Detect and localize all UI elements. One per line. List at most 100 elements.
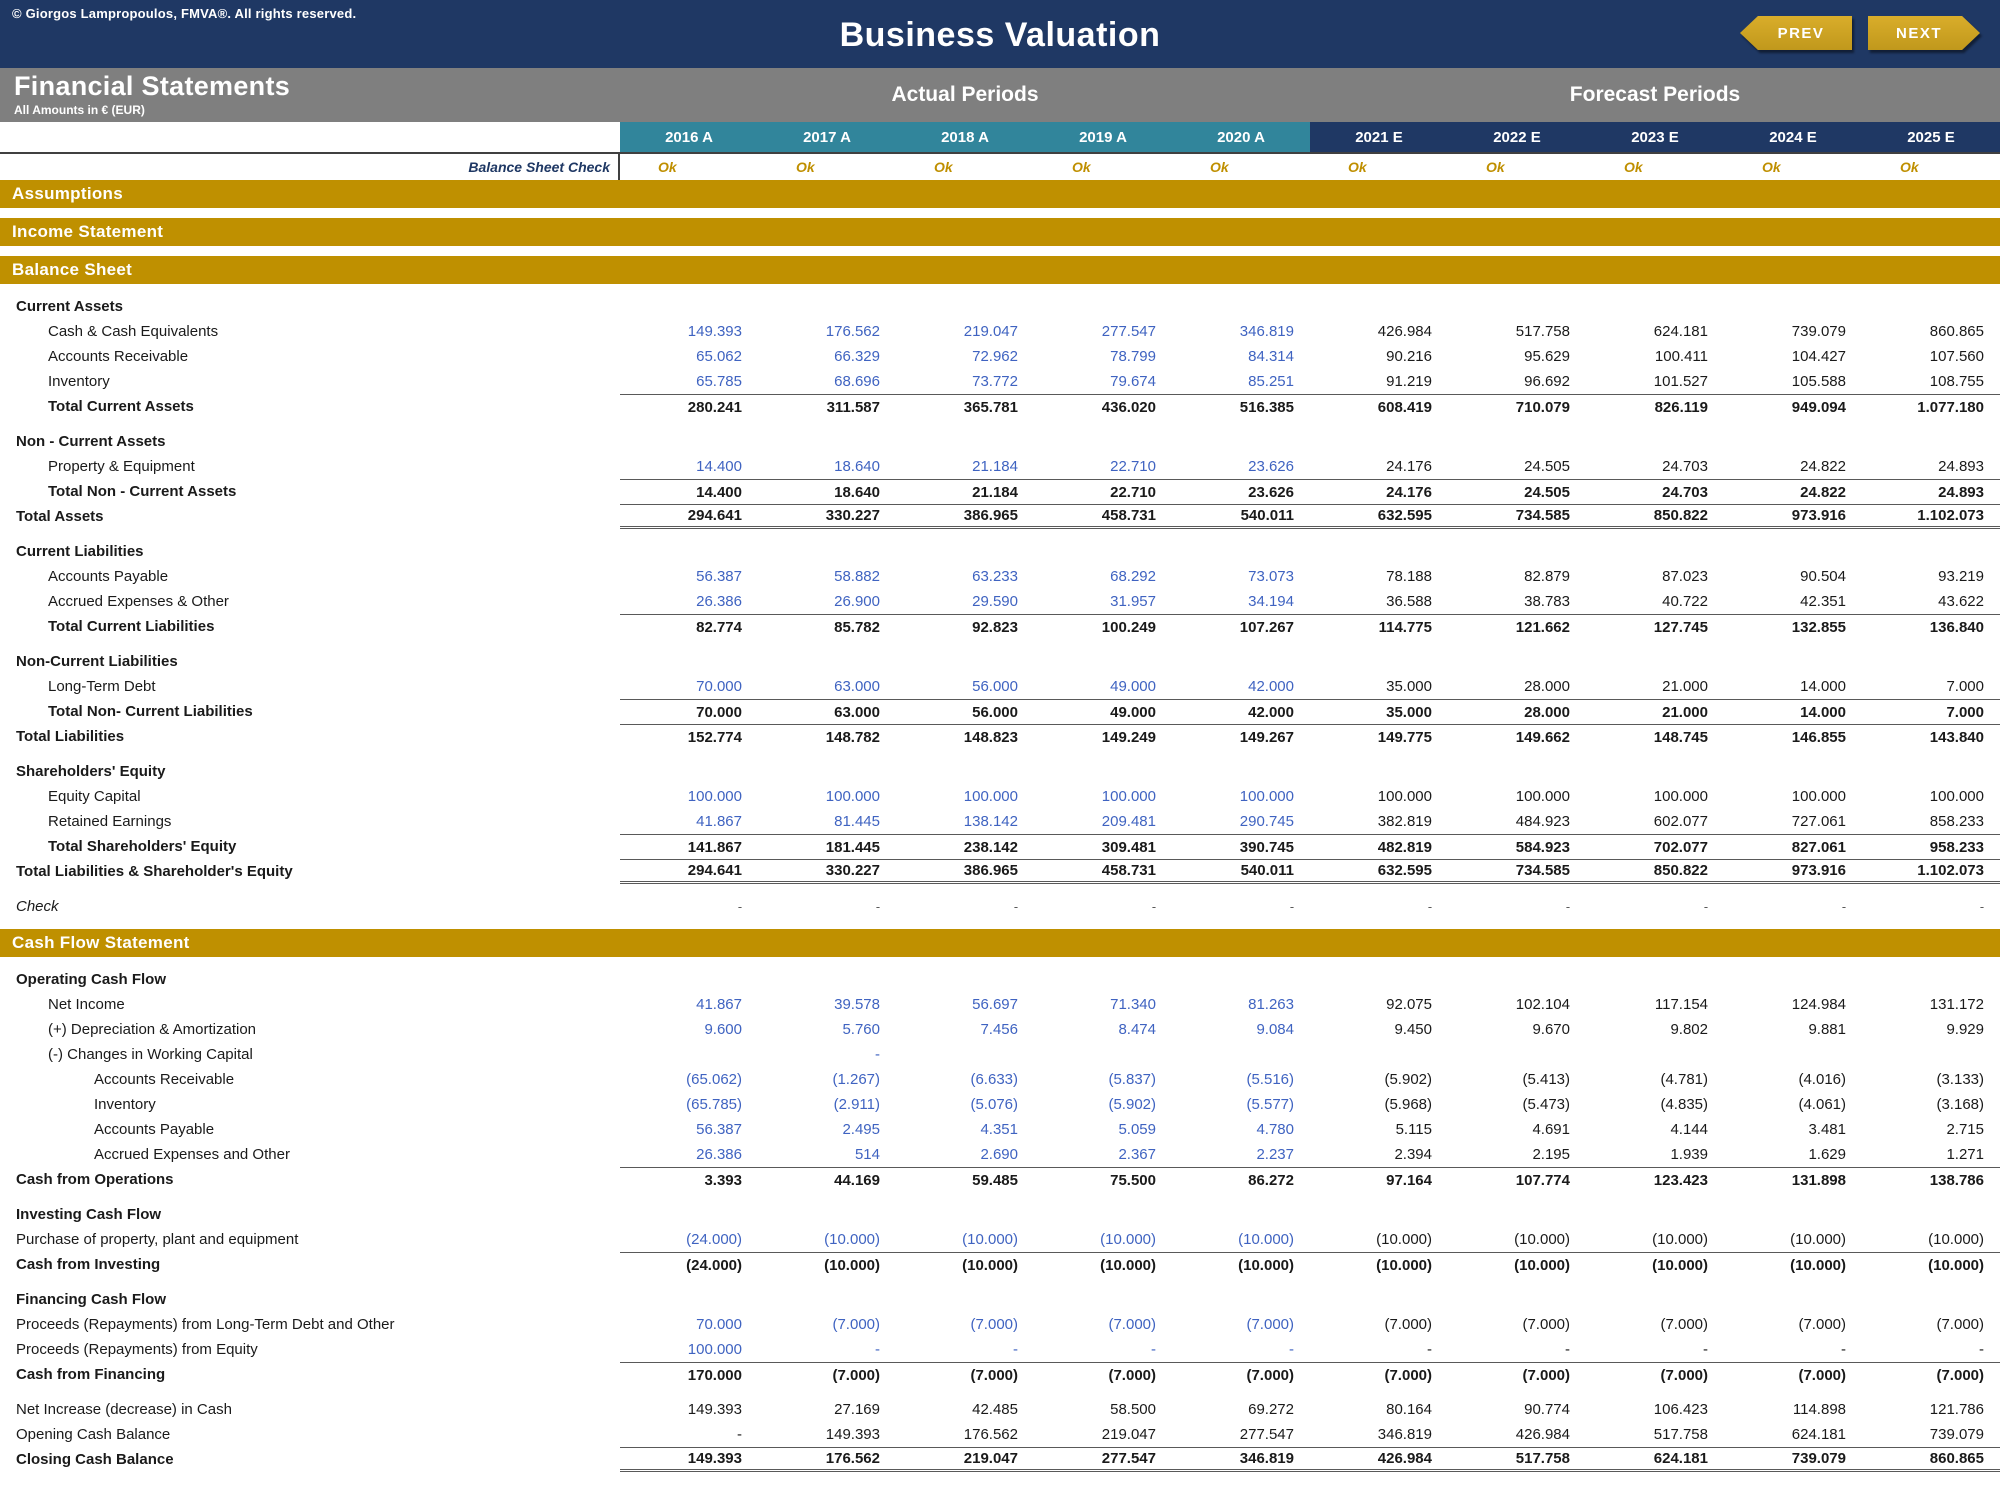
value-cell[interactable] xyxy=(1724,759,1862,784)
value-cell[interactable]: 23.626 xyxy=(1248,458,1294,475)
value-cell[interactable]: 56.387 xyxy=(696,1121,742,1138)
column-header-2025-e[interactable]: 2025 E xyxy=(1862,122,2000,152)
value-cell[interactable] xyxy=(1862,539,2000,564)
value-cell[interactable]: 95.629 xyxy=(1524,348,1570,365)
value-cell[interactable]: 426.984 xyxy=(1377,1450,1432,1467)
row-label-property-equipment[interactable]: Property & Equipment xyxy=(48,458,195,475)
row-label-equity-capital[interactable]: Equity Capital xyxy=(48,788,141,805)
value-cell[interactable]: 24.703 xyxy=(1662,458,1708,475)
value-cell[interactable]: 176.562 xyxy=(825,323,880,340)
value-cell[interactable]: (10.000) xyxy=(1100,1256,1156,1274)
value-cell[interactable] xyxy=(1586,649,1724,674)
value-cell[interactable] xyxy=(1172,967,1310,992)
value-cell[interactable]: 1.102.073 xyxy=(1917,862,1984,879)
value-cell[interactable] xyxy=(896,539,1034,564)
value-cell[interactable]: 105.588 xyxy=(1791,373,1846,390)
column-header-2018-a[interactable]: 2018 A xyxy=(896,122,1034,152)
value-cell[interactable]: 517.758 xyxy=(1515,323,1570,340)
value-cell[interactable]: 146.855 xyxy=(1791,728,1846,746)
value-cell[interactable]: (7.000) xyxy=(1936,1366,1984,1384)
value-cell[interactable]: 386.965 xyxy=(963,862,1018,879)
value-cell[interactable] xyxy=(1448,1287,1586,1312)
value-cell[interactable]: 3.393 xyxy=(704,1171,742,1189)
value-cell[interactable]: 68.292 xyxy=(1110,568,1156,585)
value-cell[interactable]: 26.386 xyxy=(696,593,742,610)
value-cell[interactable]: - xyxy=(1565,899,1570,914)
value-cell[interactable] xyxy=(758,1287,896,1312)
value-cell[interactable]: 56.000 xyxy=(972,678,1018,695)
value-cell[interactable]: 2.715 xyxy=(1946,1121,1984,1138)
value-cell[interactable] xyxy=(1034,429,1172,454)
value-cell[interactable]: (10.000) xyxy=(962,1231,1018,1248)
value-cell[interactable]: 18.640 xyxy=(834,458,880,475)
value-cell[interactable]: 42.000 xyxy=(1248,703,1294,721)
value-cell[interactable]: 209.481 xyxy=(1101,813,1156,830)
value-cell[interactable]: 149.393 xyxy=(687,1401,742,1418)
value-cell[interactable]: 8.474 xyxy=(1118,1021,1156,1038)
value-cell[interactable]: (7.000) xyxy=(832,1366,880,1384)
value-cell[interactable]: 9.450 xyxy=(1394,1021,1432,1038)
value-cell[interactable]: 850.822 xyxy=(1653,507,1708,524)
row-label-opening-cash-balance[interactable]: Opening Cash Balance xyxy=(16,1426,171,1443)
row-label-accrued-expenses-other[interactable]: Accrued Expenses & Other xyxy=(48,593,229,610)
row-label-total-non-current-assets[interactable]: Total Non - Current Assets xyxy=(48,483,237,500)
value-cell[interactable]: 734.585 xyxy=(1515,507,1570,524)
value-cell[interactable]: 100.000 xyxy=(1791,788,1846,805)
value-cell[interactable] xyxy=(1172,759,1310,784)
value-cell[interactable]: 14.400 xyxy=(696,483,742,501)
value-cell[interactable] xyxy=(1310,1202,1448,1227)
value-cell[interactable]: 386.965 xyxy=(963,507,1018,524)
value-cell[interactable]: 176.562 xyxy=(963,1426,1018,1443)
row-label-current-liabilities[interactable]: Current Liabilities xyxy=(16,543,144,560)
value-cell[interactable]: 24.703 xyxy=(1662,483,1708,501)
value-cell[interactable]: 141.867 xyxy=(687,838,742,856)
row-label-accounts-receivable[interactable]: Accounts Receivable xyxy=(48,348,189,365)
value-cell[interactable]: 131.172 xyxy=(1929,996,1984,1013)
value-cell[interactable]: (7.000) xyxy=(1384,1366,1432,1384)
row-label-proceeds-repayments-from-long-term-debt-and-other[interactable]: Proceeds (Repayments) from Long-Term Deb… xyxy=(16,1316,395,1333)
value-cell[interactable] xyxy=(1586,967,1724,992)
value-cell[interactable]: (10.000) xyxy=(1100,1231,1156,1248)
value-cell[interactable]: 484.923 xyxy=(1515,813,1570,830)
value-cell[interactable]: 90.216 xyxy=(1386,348,1432,365)
value-cell[interactable]: 2.394 xyxy=(1394,1146,1432,1163)
value-cell[interactable]: 517.758 xyxy=(1653,1426,1708,1443)
value-cell[interactable] xyxy=(1034,1287,1172,1312)
value-cell[interactable]: (7.000) xyxy=(1246,1316,1294,1333)
value-cell[interactable] xyxy=(896,1287,1034,1312)
value-cell[interactable]: 44.169 xyxy=(834,1171,880,1189)
value-cell[interactable]: 41.867 xyxy=(696,996,742,1013)
value-cell[interactable]: (10.000) xyxy=(1928,1256,1984,1274)
value-cell[interactable]: 86.272 xyxy=(1248,1171,1294,1189)
value-cell[interactable]: 34.194 xyxy=(1248,593,1294,610)
row-label-net-increase-decrease-in-cash[interactable]: Net Increase (decrease) in Cash xyxy=(16,1401,232,1418)
value-cell[interactable] xyxy=(758,649,896,674)
value-cell[interactable]: 18.640 xyxy=(834,483,880,501)
value-cell[interactable]: 710.079 xyxy=(1515,398,1570,416)
value-cell[interactable]: 238.142 xyxy=(963,838,1018,856)
row-label-investing-cash-flow[interactable]: Investing Cash Flow xyxy=(16,1206,162,1223)
value-cell[interactable]: 28.000 xyxy=(1524,703,1570,721)
value-cell[interactable]: 346.819 xyxy=(1239,1450,1294,1467)
value-cell[interactable]: 382.819 xyxy=(1377,813,1432,830)
value-cell[interactable] xyxy=(1310,1042,1448,1067)
value-cell[interactable] xyxy=(620,294,758,319)
value-cell[interactable]: 72.962 xyxy=(972,348,1018,365)
value-cell[interactable]: - xyxy=(1289,1341,1294,1358)
value-cell[interactable]: 739.079 xyxy=(1929,1426,1984,1443)
check-status-cell[interactable]: Ok xyxy=(1762,159,1781,175)
value-cell[interactable]: 149.393 xyxy=(687,323,742,340)
value-cell[interactable]: 81.263 xyxy=(1248,996,1294,1013)
value-cell[interactable]: 9.929 xyxy=(1946,1021,1984,1038)
value-cell[interactable]: (7.000) xyxy=(1936,1316,1984,1333)
value-cell[interactable] xyxy=(1724,1042,1862,1067)
value-cell[interactable] xyxy=(896,1202,1034,1227)
value-cell[interactable]: 78.799 xyxy=(1110,348,1156,365)
value-cell[interactable] xyxy=(1172,294,1310,319)
value-cell[interactable]: 85.251 xyxy=(1248,373,1294,390)
value-cell[interactable]: 73.073 xyxy=(1248,568,1294,585)
value-cell[interactable] xyxy=(758,429,896,454)
value-cell[interactable] xyxy=(1034,294,1172,319)
column-header-2024-e[interactable]: 2024 E xyxy=(1724,122,1862,152)
value-cell[interactable] xyxy=(1724,429,1862,454)
